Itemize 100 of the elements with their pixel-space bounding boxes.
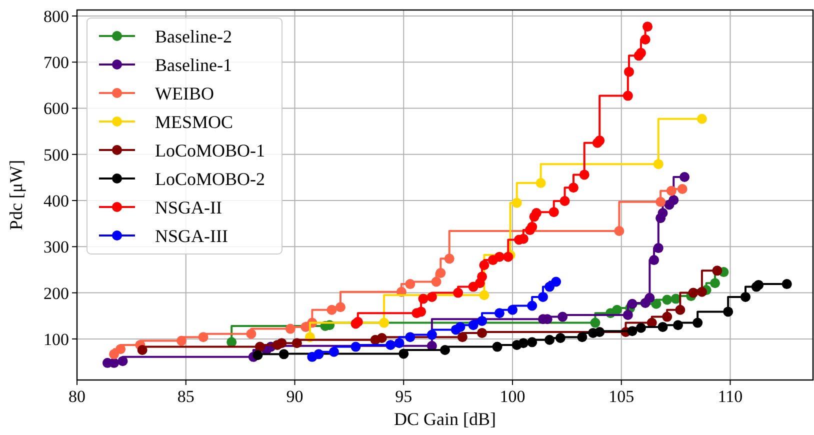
point [468, 320, 478, 330]
x-tick-label: 105 [608, 387, 634, 406]
x-tick-label: 85 [177, 387, 194, 406]
y-tick-label: 400 [44, 191, 69, 210]
point [723, 306, 734, 317]
x-axis-title: DC Gain [dB] [394, 409, 496, 429]
point [328, 346, 339, 357]
point [642, 22, 653, 32]
point [405, 279, 416, 290]
point [640, 34, 650, 45]
point [276, 338, 287, 348]
point [527, 300, 538, 311]
y-tick-label: 700 [44, 53, 69, 72]
point [594, 327, 605, 338]
point [457, 332, 468, 342]
point [622, 90, 633, 101]
point [109, 358, 120, 368]
point [426, 330, 437, 340]
point [653, 159, 664, 170]
point [494, 308, 504, 318]
point [398, 348, 409, 359]
point [662, 294, 672, 305]
legend-label: LoCoMOBO-1 [155, 140, 266, 160]
point [782, 279, 792, 290]
legend-label: LoCoMOBO-2 [155, 168, 266, 189]
point [555, 333, 566, 344]
x-tick-label: 95 [395, 387, 412, 406]
point [656, 196, 666, 207]
point [418, 294, 428, 304]
point [622, 310, 633, 320]
legend-label: NSGA-II [155, 197, 222, 218]
point [386, 340, 396, 350]
point [662, 312, 672, 322]
point [538, 292, 548, 302]
point [116, 344, 126, 354]
point [444, 254, 454, 264]
point [710, 278, 720, 288]
point [558, 312, 568, 322]
point [712, 266, 722, 276]
point [696, 286, 707, 297]
point [536, 178, 546, 188]
y-tick-label: 100 [44, 330, 69, 349]
point [285, 324, 296, 334]
point [544, 282, 555, 292]
legend-label: MESMOC [155, 112, 234, 132]
point [440, 345, 450, 356]
point [350, 342, 361, 352]
point [431, 276, 442, 287]
point [551, 276, 562, 287]
x-tick-label: 100 [500, 387, 526, 406]
point [653, 243, 664, 254]
point [405, 332, 416, 342]
point [527, 337, 538, 348]
point [436, 268, 446, 278]
point [636, 48, 646, 58]
x-tick-label: 110 [718, 387, 743, 406]
point [649, 255, 660, 266]
point [479, 260, 490, 270]
point [226, 337, 237, 348]
point [688, 288, 698, 298]
point [577, 332, 588, 342]
point [680, 172, 690, 182]
point [292, 338, 302, 348]
point [579, 170, 590, 180]
y-tick-label: 500 [44, 145, 69, 164]
point [246, 328, 256, 339]
y-tick-label: 800 [44, 6, 69, 26]
y-tick-label: 300 [44, 238, 69, 257]
point [612, 304, 622, 315]
legend-label: WEIBO [155, 83, 214, 104]
point [508, 304, 518, 315]
point [590, 318, 600, 328]
point [109, 349, 120, 360]
point [416, 306, 426, 317]
point [754, 280, 764, 290]
point [455, 322, 466, 332]
point [494, 252, 504, 262]
point [627, 298, 638, 309]
point [137, 345, 148, 356]
y-tick-label: 600 [44, 99, 69, 118]
point [624, 66, 634, 77]
point [677, 184, 688, 194]
point [314, 349, 324, 360]
point [651, 298, 662, 309]
x-tick-label: 90 [286, 387, 304, 406]
point [644, 292, 655, 303]
point [252, 350, 263, 360]
point [627, 326, 638, 336]
point [672, 320, 683, 330]
legend-label: NSGA-III [155, 226, 228, 246]
point [548, 207, 559, 218]
point [544, 334, 555, 345]
point [531, 208, 542, 218]
y-axis-title: Pdc [μW] [6, 160, 26, 230]
point [379, 318, 390, 328]
y-tick-label: 200 [44, 284, 69, 303]
point [527, 222, 538, 232]
legend-label: Baseline-1 [155, 54, 232, 75]
point [118, 356, 128, 366]
point [675, 304, 686, 315]
